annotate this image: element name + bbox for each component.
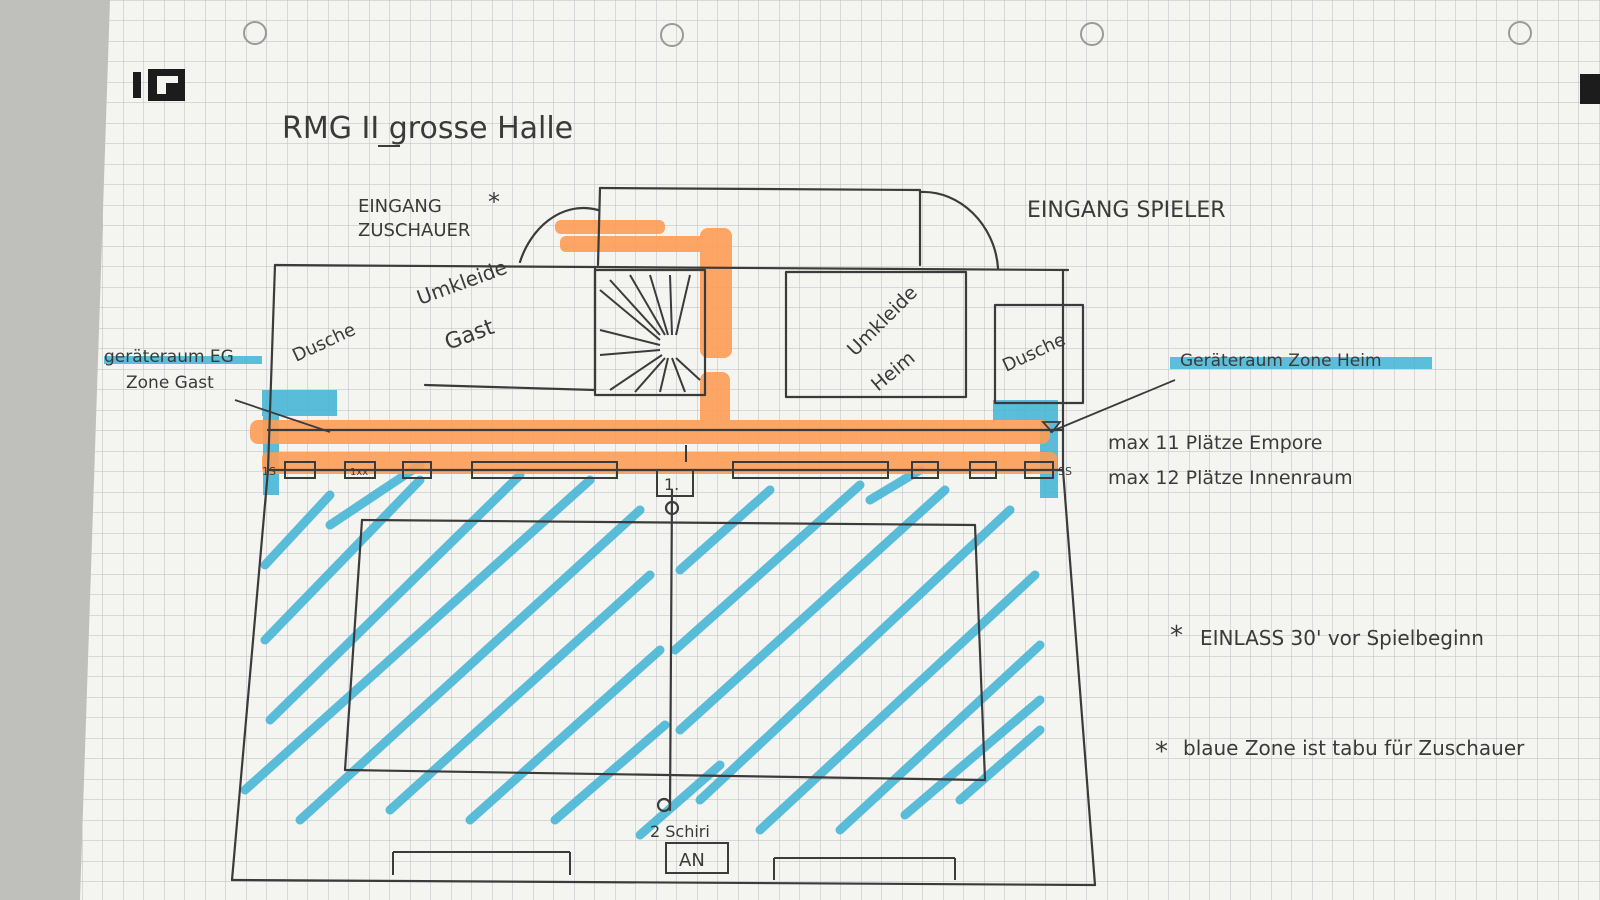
equipment-guest-line1: geräteraum EG	[104, 347, 234, 367]
gallery-seats-label: max 11 Plätze Empore	[1108, 432, 1322, 454]
scorer-table-label: AN	[679, 850, 705, 871]
spectator-entrance-mark: *	[488, 188, 500, 216]
room-walls	[423, 266, 1085, 405]
note-1-mark: *	[1170, 621, 1183, 651]
brand-logo	[133, 69, 1600, 104]
seat-label-left: 1S	[262, 465, 276, 478]
equipment-home-label: Geräteraum Zone Heim	[1180, 351, 1382, 371]
spectator-entrance-line2: ZUSCHAUER	[358, 220, 470, 241]
stairwell-icon	[599, 274, 701, 393]
seat-label-box: 1xx	[350, 467, 368, 478]
sheet-title: RMG II grosse Halle	[282, 111, 573, 146]
seat-label-center: 1.	[664, 475, 679, 494]
scorer-table	[392, 842, 956, 880]
seat-label-right: SS	[1058, 465, 1072, 478]
hall-outline	[230, 263, 1097, 887]
entrance-corridor	[518, 186, 1000, 270]
leader-lines	[234, 379, 1176, 434]
binder-holes	[243, 21, 1532, 47]
bench-seats	[284, 445, 1054, 497]
blue-zone-hatching	[240, 460, 1045, 840]
note-2-text: blaue Zone ist tabu für Zuschauer	[1183, 736, 1525, 760]
referee-note: 2 Schiri	[650, 822, 710, 841]
note-1-text: EINLASS 30' vor Spielbeginn	[1200, 626, 1484, 650]
equipment-guest-line2: Zone Gast	[126, 373, 214, 393]
inner-seats-label: max 12 Plätze Innenraum	[1108, 467, 1353, 489]
orange-spectator-path	[250, 220, 1057, 474]
player-entrance-label: EINGANG SPIELER	[1027, 198, 1226, 223]
spectator-entrance-line1: EINGANG	[358, 196, 442, 217]
note-2-mark: *	[1155, 737, 1168, 767]
